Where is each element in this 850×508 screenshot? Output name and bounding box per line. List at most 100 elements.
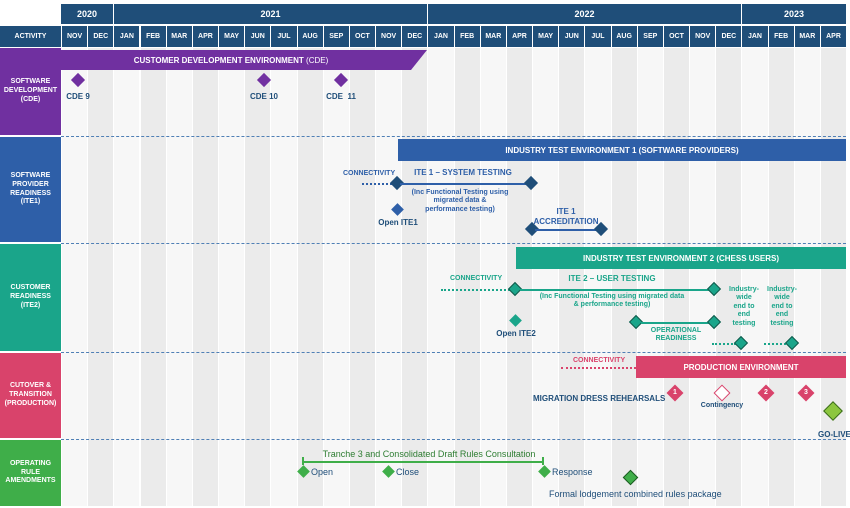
month-header-cell: JUL (585, 26, 611, 47)
grid-column (479, 48, 506, 506)
grid-column (139, 48, 166, 506)
prod-connectivity-line (561, 367, 636, 369)
row-separator (61, 439, 846, 440)
month-header-cell: APR (820, 26, 847, 47)
ite1-system-testing-note: (Inc Functional Testing using migrated d… (411, 189, 509, 213)
month-header-cell: NOV (62, 26, 88, 47)
month-header-cell: AUG (611, 26, 637, 47)
grid-column (767, 48, 794, 506)
grid-column (375, 48, 402, 506)
grid-column (322, 48, 349, 506)
grid-column (401, 48, 428, 506)
ite1-accreditation-label: ITE 1 ACCREDITATION (533, 207, 599, 226)
cde11-label: CDE 11 (326, 92, 356, 101)
ite2-user-testing-note: (Inc Functional Testing using migrated d… (539, 293, 685, 309)
month-header-cell: JUL (271, 26, 297, 47)
rehearsal-2-icon: 2 (757, 384, 775, 402)
month-header-cell: MAR (166, 26, 192, 47)
month-header-cell: JAN (428, 26, 454, 47)
ite1-connectivity-line (362, 183, 396, 185)
cde9-label: CDE 9 (66, 92, 90, 101)
month-header-cell: MAR (794, 26, 820, 47)
year-2022: 2022 (428, 4, 741, 24)
cde-bar-suffix: (CDE) (303, 55, 329, 65)
row-label-ite1: SOFTWARE PROVIDER READINESS (ITE1) (0, 137, 61, 242)
month-header-cell: DEC (402, 26, 428, 47)
month-header-cell: DEC (716, 26, 742, 47)
grid-column (532, 48, 559, 506)
grid-column (715, 48, 742, 506)
grid-column (453, 48, 480, 506)
header-year-row-blank (0, 0, 61, 26)
grid-column (427, 48, 454, 506)
production-bar: PRODUCTION ENVIRONMENT (636, 356, 846, 378)
month-header-cell: MAY (533, 26, 559, 47)
month-header-cell: JUN (245, 26, 271, 47)
month-header-cell: MAR (480, 26, 506, 47)
row-separator (61, 352, 846, 353)
consultation-right-tick (542, 457, 544, 465)
month-header-cell: JAN (742, 26, 768, 47)
row-label-rules: OPERATING RULE AMENDMENTS (0, 440, 61, 506)
consultation-label: Tranche 3 and Consolidated Draft Rules C… (322, 449, 536, 459)
ite1-connectivity-label: CONNECTIVITY (343, 170, 396, 177)
row-separator (61, 136, 846, 137)
ite2-connectivity-line (441, 289, 514, 291)
row-label-ite2: CUSTOMER READINESS (ITE2) (0, 244, 61, 351)
rules-close-label: Close (396, 467, 420, 477)
grid-column (165, 48, 192, 506)
ite2-e2e-label-2: Industry- wide end to end testing (767, 286, 797, 327)
rehearsal-3-number: 3 (804, 389, 808, 396)
cde-bar (61, 50, 427, 70)
grid-column (584, 48, 611, 506)
ite1-system-testing-line (400, 183, 528, 185)
grid-column (741, 48, 768, 506)
grid-column (244, 48, 271, 506)
month-header-cell: OCT (663, 26, 690, 47)
ite2-e2e-line-2 (764, 343, 786, 345)
month-header-cell: APR (506, 26, 533, 47)
month-header-cell: JAN (114, 26, 140, 47)
cde-bar-label: CUSTOMER DEVELOPMENT ENVIRONMENT (CDE) (61, 50, 401, 70)
grid-column (113, 48, 140, 506)
year-2023: 2023 (742, 4, 846, 24)
month-header-cell: FEB (454, 26, 480, 47)
formal-lodgement-label: Formal lodgement combined rules package (549, 489, 722, 499)
month-header-cell: OCT (349, 26, 376, 47)
golive-label: GO-LIVE (818, 430, 850, 439)
rehearsal-2-number: 2 (764, 389, 768, 396)
rules-open-label: Open (311, 467, 334, 477)
rehearsal-3-icon: 3 (797, 384, 815, 402)
ite2-bar: INDUSTRY TEST ENVIRONMENT 2 (CHESS USERS… (516, 247, 846, 269)
grid-column (348, 48, 376, 506)
ite2-user-testing-line (520, 289, 710, 291)
grid-column (610, 48, 637, 506)
prod-connectivity-label: CONNECTIVITY (573, 357, 626, 364)
rehearsal-1-icon: 1 (666, 384, 684, 402)
month-header-cell: AUG (297, 26, 323, 47)
month-header-cell: NOV (690, 26, 716, 47)
ite1-bar: INDUSTRY TEST ENVIRONMENT 1 (SOFTWARE PR… (398, 139, 846, 161)
month-header-cell: FEB (140, 26, 166, 47)
grid-column (296, 48, 323, 506)
grid-column (689, 48, 716, 506)
ite2-e2e-line-1 (712, 343, 736, 345)
grid-column (793, 48, 820, 506)
ite2-user-testing-label: ITE 2 – USER TESTING (568, 274, 656, 283)
month-header-cell: FEB (768, 26, 794, 47)
ite2-operational-label: OPERATIONAL READINESS (650, 327, 702, 343)
grid-column (191, 48, 218, 506)
ite2-e2e-label-1: Industry- wide end to end testing (729, 286, 759, 327)
ite1-accreditation-line (535, 229, 599, 231)
migration-rehearsals-label: MIGRATION DRESS REHEARSALS (533, 394, 666, 403)
ite2-operational-line (641, 322, 711, 324)
grid-column (61, 48, 88, 506)
consultation-left-tick (302, 457, 304, 465)
row-separator (61, 243, 846, 244)
contingency-label: Contingency (700, 402, 744, 409)
grid-column (505, 48, 533, 506)
year-2020: 2020 (61, 4, 113, 24)
grid-column (662, 48, 690, 506)
ite1-open-label: Open ITE1 (378, 218, 418, 227)
